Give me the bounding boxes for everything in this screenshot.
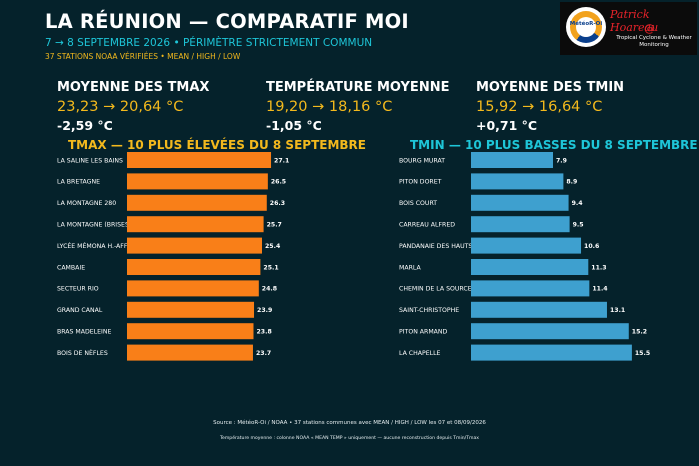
tmin-value-label: 13.1	[610, 307, 625, 314]
page-title: LA RÉUNION — COMPARATIF MOI	[45, 10, 409, 33]
tmax-bar	[127, 194, 267, 211]
tmax-bar	[127, 280, 259, 297]
tmax-category-label: LA MONTAGNE 280	[57, 200, 116, 207]
tmin-value-label: 11.3	[591, 264, 606, 271]
tmin-value-label: 7.9	[556, 157, 567, 164]
tmax-bar	[127, 152, 272, 168]
tmax-category-label: LA BRETAGNE	[57, 179, 100, 186]
tmax-bar	[127, 216, 264, 233]
tmax-chart-title: TMAX — 10 PLUS ÉLEVÉES DU 8 SEPTEMBRE	[68, 138, 366, 152]
tmin-bar	[471, 301, 607, 318]
tmin-bar	[471, 173, 564, 190]
tmax-category-label: LA SALINE LES BAINS	[57, 157, 123, 164]
tmax-value-label: 26.3	[270, 200, 285, 207]
tmin-bar	[471, 344, 632, 361]
page-subtitle: 7 → 8 SEPTEMBRE 2026 • PÉRIMÈTRE STRICTE…	[45, 37, 373, 49]
tmax-bar	[127, 323, 254, 340]
tmax-category-label: LYCÉE MÉMONA H.-AFFJEE	[57, 241, 137, 250]
tmin-category-label: MARLA	[399, 264, 421, 271]
tmax-category-label: BRAS MADELEINE	[57, 329, 111, 336]
tmax-value-label: 24.8	[262, 286, 277, 293]
tmax-value-label: 23.8	[256, 329, 271, 336]
tmin-category-label: BOIS COURT	[399, 200, 437, 207]
meteor-logo-icon: MétéoR-Oi	[566, 7, 606, 47]
tmax-bar	[127, 301, 255, 318]
kpi-delta: -1,05 °C	[266, 118, 322, 133]
page-subnote: 37 STATIONS NOAA VÉRIFIÉES • MEAN / HIGH…	[45, 52, 241, 61]
tmax-category-label: LA MONTAGNE (BRISES)	[57, 222, 131, 229]
kpi-tmin: MOYENNE DES TMIN 15,92 → 16,64 °C +0,71 …	[476, 80, 624, 133]
kpi-label: MOYENNE DES TMAX	[57, 80, 210, 95]
brand-logo: MétéoR-Oi Patrick Hoareau @ Tropical Cyc…	[560, 2, 697, 55]
kpi-value: 15,92 → 16,64 °C	[476, 99, 603, 115]
tmin-bar	[471, 323, 629, 340]
tmax-bar	[127, 173, 268, 190]
tmin-bar	[471, 280, 590, 297]
cyclone-icon: @	[644, 22, 655, 35]
tmin-value-label: 11.4	[592, 286, 608, 293]
tmin-bar	[471, 237, 582, 254]
tmin-category-label: BOURG MURAT	[399, 157, 445, 164]
tmax-value-label: 23.7	[256, 350, 271, 357]
tmax-category-label: SECTEUR RIO	[57, 286, 99, 293]
tmax-category-label: GRAND CANAL	[57, 307, 103, 314]
tmin-value-label: 9.4	[572, 200, 584, 207]
logo-brand-text: MétéoR-Oi	[569, 21, 603, 27]
tmin-bar	[471, 259, 589, 275]
tmin-bar	[471, 152, 554, 168]
tmin-value-label: 10.6	[584, 243, 599, 250]
tmax-value-label: 23.9	[257, 307, 272, 314]
kpi-value: 23,23 → 20,64 °C	[57, 99, 184, 115]
tmin-category-label: LA CHAPELLE	[399, 350, 441, 357]
tmax-bar	[127, 259, 261, 275]
kpi-tmean: TEMPÉRATURE MOYENNE 19,20 → 18,16 °C -1,…	[266, 80, 449, 133]
tmax-bar	[127, 237, 263, 254]
tmin-category-label: PITON ARMAND	[399, 329, 448, 336]
kpi-label: TEMPÉRATURE MOYENNE	[266, 80, 450, 95]
tmin-value-label: 15.5	[635, 350, 650, 357]
tmin-bar	[471, 216, 570, 233]
tmin-category-label: SAINT-CHRISTOPHE	[399, 307, 459, 314]
footer-source: Source : MétéoR-Oi / NOAA • 37 stations …	[213, 420, 486, 426]
kpi-label: MOYENNE DES TMIN	[476, 80, 625, 95]
tmin-chart-title: TMIN — 10 PLUS BASSES DU 8 SEPTEMBRE	[410, 138, 698, 152]
kpi-delta: -2,59 °C	[57, 118, 113, 133]
footer-note: Température moyenne : colonne NOAA « MEA…	[219, 436, 480, 441]
tmax-category-label: CAMBAIE	[57, 264, 85, 271]
tmax-value-label: 25.1	[263, 264, 278, 271]
logo-tagline: Tropical Cyclone & Weather Monitoring	[616, 35, 692, 48]
kpi-tmax: MOYENNE DES TMAX 23,23 → 20,64 °C -2,59 …	[57, 80, 209, 133]
tmin-value-label: 8.9	[566, 179, 577, 186]
tmin-category-label: PITON DORET	[399, 179, 442, 186]
tmax-value-label: 27.1	[274, 157, 289, 164]
tmax-value-label: 25.4	[265, 243, 281, 250]
tmin-value-label: 9.5	[573, 222, 584, 229]
tmin-value-label: 15.2	[632, 329, 647, 336]
tmin-category-label: CARREAU ALFRED	[399, 222, 455, 229]
tmax-value-label: 25.7	[267, 222, 282, 229]
tmin-category-label: CHEMIN DE LA SOURCE	[399, 286, 472, 293]
tmin-category-label: PANDANAIE DES HAUTS D	[399, 243, 479, 250]
tmax-category-label: BOIS DE NÈFLES	[57, 348, 108, 357]
tmax-bar	[127, 344, 253, 361]
tmin-bar	[471, 194, 569, 211]
tmax-value-label: 26.5	[271, 179, 286, 186]
kpi-value: 19,20 → 18,16 °C	[266, 99, 393, 115]
kpi-delta: +0,71 °C	[476, 118, 538, 133]
logo-signature: Patrick Hoareau	[610, 8, 659, 34]
